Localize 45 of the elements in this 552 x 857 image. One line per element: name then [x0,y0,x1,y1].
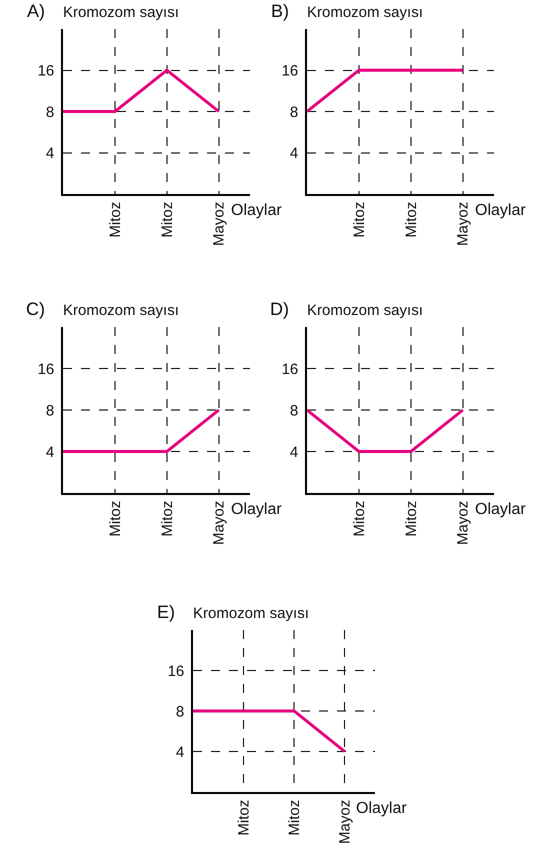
y-tick-label: 4 [46,145,54,162]
x-tick-label: Mitoz [106,500,124,537]
y-tick-label: 16 [38,360,54,378]
x-tick-label: Mitoz [286,800,303,836]
y-axis-title: Kromozom sayısı [63,302,179,319]
y-tick-label: 16 [38,62,54,80]
chart-title: C) [26,299,45,319]
chart-title: D) [270,299,289,319]
x-tick-label: Mayoz [210,202,228,246]
x-axis-title: Olaylar [231,501,282,518]
y-tick-label: 8 [176,703,184,720]
y-tick-label: 8 [46,104,54,121]
y-axis-title: Kromozom sayısı [63,4,179,21]
y-axis-title: Kromozom sayısı [307,302,423,319]
chart-title: A) [27,1,45,21]
x-axis-title: Olaylar [231,202,282,219]
x-tick-label: Mayoz [336,800,354,844]
y-tick-label: 8 [46,402,54,420]
x-tick-label: Mitoz [350,202,368,238]
y-axis-title: Kromozom sayısı [193,605,309,622]
x-tick-label: Mayoz [454,202,472,246]
x-axis-title: Olaylar [356,800,408,817]
x-tick-label: Mayoz [454,500,472,545]
x-tick-label: Mitoz [106,202,124,238]
y-tick-label: 16 [168,662,184,680]
x-tick-label: Mitoz [158,500,176,537]
y-tick-label: 4 [46,444,54,461]
y-tick-label: 4 [290,145,298,162]
x-tick-label: Mitoz [402,500,420,537]
x-tick-label: Mitoz [350,500,368,537]
y-tick-label: 4 [290,444,298,461]
x-axis-title: Olaylar [475,501,526,518]
y-tick-label: 16 [282,62,298,80]
chart-title: E) [157,602,175,622]
x-tick-label: Mitoz [235,800,252,836]
y-tick-label: 4 [176,744,184,761]
y-tick-label: 16 [282,360,298,378]
x-tick-label: Mitoz [158,202,176,238]
x-tick-label: Mayoz [210,500,228,545]
y-tick-label: 8 [290,104,298,121]
x-tick-label: Mitoz [402,202,420,238]
y-axis-title: Kromozom sayısı [307,4,423,21]
x-axis-title: Olaylar [475,202,526,219]
y-tick-label: 8 [290,402,298,420]
chart-title: B) [271,1,289,21]
